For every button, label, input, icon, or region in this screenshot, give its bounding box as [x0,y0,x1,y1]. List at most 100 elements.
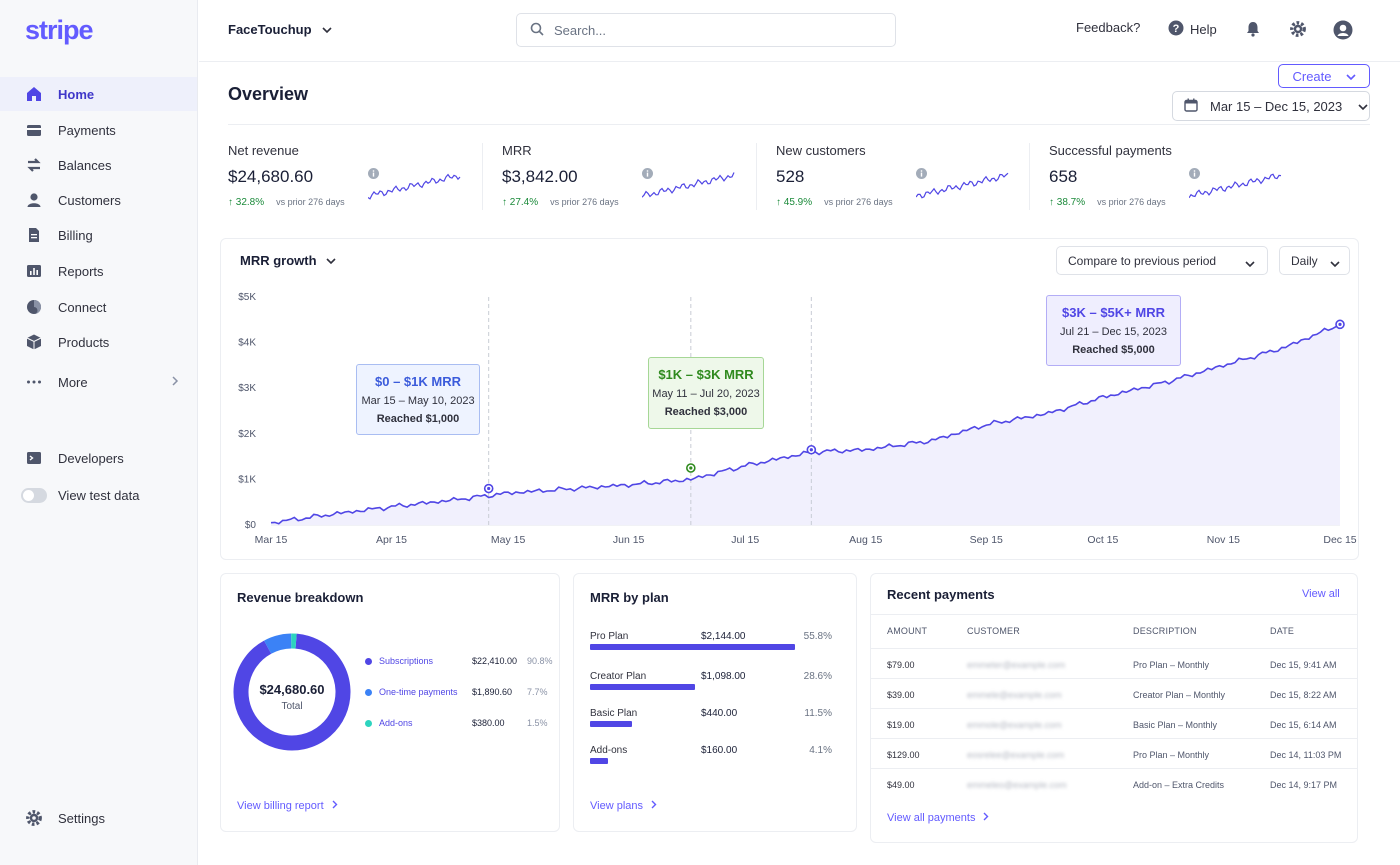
notifications-button[interactable] [1244,20,1262,41]
divider [228,124,1370,125]
donut-total: $24,680.60 [259,682,325,697]
sidebar-item-label: Reports [58,263,104,279]
view-all-link[interactable]: View all [1302,588,1340,600]
y-tick-label: $1K [238,474,256,485]
chevron-down-icon [1358,99,1368,114]
help-icon: ? [1168,20,1184,39]
products-icon [25,333,43,351]
page-title: Overview [228,84,309,104]
table-row[interactable]: $79.00 emmeter@example.com Pro Plan – Mo… [871,648,1358,678]
sidebar-item-developers[interactable]: Developers [0,441,197,475]
metric-net-revenue[interactable]: Net revenue $24,680.60 ↑ 32.8% vs prior 2… [228,143,488,213]
view-billing-report-link[interactable]: View billing report [237,800,338,812]
y-tick-label: $3K [238,383,256,394]
stripe-logo[interactable]: stripe [25,15,94,45]
payment-description: Creator Plan – Monthly [1133,690,1226,700]
legend-dot [365,688,372,696]
y-tick-label: $5K [238,292,256,303]
table-row[interactable]: $39.00 emmele@example.com Creator Plan –… [871,678,1358,708]
x-tick-label: Mar 15 [255,534,288,546]
compare-dropdown[interactable]: Compare to previous period [1056,246,1268,275]
sidebar-item-label: Payments [58,122,116,138]
view-all-payments-link[interactable]: View all payments [887,812,989,824]
x-tick-label: Oct 15 [1087,534,1118,546]
milestone-marker-dot [689,466,693,470]
view-plans-link[interactable]: View plans [590,800,657,812]
settings-button[interactable] [1289,20,1307,41]
donut-slice-subscriptions[interactable] [233,633,351,751]
plan-pct: 4.1% [809,745,832,756]
table-row[interactable]: $19.00 emmole@example.com Basic Plan – M… [871,708,1358,738]
revenue-breakdown-card [220,573,560,832]
sidebar-item-more[interactable]: More [0,365,197,399]
series-line [270,323,1341,525]
sidebar-item-billing[interactable]: Billing [0,218,197,252]
chevron-down-icon [325,253,336,268]
callout-dates: May 11 – Jul 20, 2023 [652,388,760,400]
metric-change: ↑ 45.9% [776,197,813,208]
mrr-growth-selector[interactable]: MRR growth [240,253,336,268]
sidebar-item-products[interactable]: Products [0,325,197,359]
legend-one-time: One-time payments $1,890.60 7.7% [365,687,548,697]
sidebar-item-settings[interactable]: Settings [0,801,197,835]
sparkline [1189,173,1282,199]
plan-amount: $440.00 [701,708,738,719]
profile-button[interactable] [1333,20,1353,43]
date-range-picker[interactable]: Mar 15 – Dec 15, 2023 [1172,91,1370,121]
sidebar-item-balances[interactable]: Balances [0,148,197,182]
plan-pct: 28.6% [803,671,832,682]
metric-successful-payments[interactable]: Successful payments 658 ↑ 38.7% vs prior … [1049,143,1309,213]
payment-customer: emmole@example.com [967,720,1062,730]
metric-mrr[interactable]: MRR $3,842.00 ↑ 27.4% vs prior 276 days [502,143,762,213]
search-input[interactable] [554,22,874,38]
payments-icon [25,121,43,139]
feedback-link[interactable]: Feedback? [1076,20,1140,35]
legend-amount: $1,890.60 [472,687,513,697]
metric-label: Net revenue [228,143,299,158]
mrr-growth-chart[interactable]: $0 $1K $2K $3K $4K $5K Mar 15 Apr 15 May 15 Jun 1… [220,280,1359,555]
reports-icon [25,262,43,280]
sidebar-item-label: View test data [58,487,140,503]
sidebar-item-customers[interactable]: Customers [0,183,197,217]
interval-dropdown[interactable]: Daily [1279,246,1350,275]
sidebar-item-payments[interactable]: Payments [0,113,197,147]
table-row[interactable]: $49.00 emmeleo@example.com Add-on – Extr… [871,768,1358,798]
toggle-switch[interactable] [21,487,47,503]
plan-bar [590,684,695,690]
help-button[interactable]: ? Help [1168,20,1217,39]
sidebar-item-reports[interactable]: Reports [0,254,197,288]
divider [1029,143,1030,210]
plan-name: Add-ons [590,745,628,756]
sidebar-item-label: Customers [58,192,121,208]
account-switcher[interactable]: FaceTouchup [228,22,332,37]
table-row[interactable]: $129.00 eosrelee@example.com Pro Plan – … [871,738,1358,768]
metric-prior: vs prior 276 days [550,197,619,207]
metric-change: ↑ 27.4% [502,197,539,208]
payment-amount: $49.00 [887,780,915,790]
milestone-callout-2: $1K – $3K MRR May 11 – Jul 20, 2023 Reac… [648,357,764,429]
revenue-donut-chart[interactable] [233,633,351,751]
metric-new-customers[interactable]: New customers 528 ↑ 45.9% vs prior 276 da… [776,143,1036,213]
plan-amount: $1,098.00 [701,671,746,682]
donut-slice-one-time[interactable] [264,633,292,654]
svg-text:?: ? [1173,23,1180,35]
card-title: MRR by plan [590,590,669,605]
metric-prior: vs prior 276 days [824,197,893,207]
column-header-amount: AMOUNT [887,626,928,636]
payment-date: Dec 15, 9:41 AM [1270,660,1337,670]
area-fill [271,324,1340,525]
divider [756,143,757,210]
test-data-toggle[interactable]: View test data [0,478,197,512]
x-tick-label: Nov 15 [1207,534,1240,546]
sidebar-item-label: Products [58,334,110,350]
search-box[interactable] [516,13,896,47]
divider [482,143,483,210]
terminal-icon [25,449,43,467]
sidebar-item-connect[interactable]: Connect [0,290,197,324]
callout-dates: Mar 15 – May 10, 2023 [361,395,475,407]
chevron-down-icon [1345,69,1356,84]
gear-icon [25,809,43,827]
sidebar-item-home[interactable]: Home [0,77,197,111]
create-button[interactable]: Create [1278,64,1370,88]
sparkline [368,173,461,200]
